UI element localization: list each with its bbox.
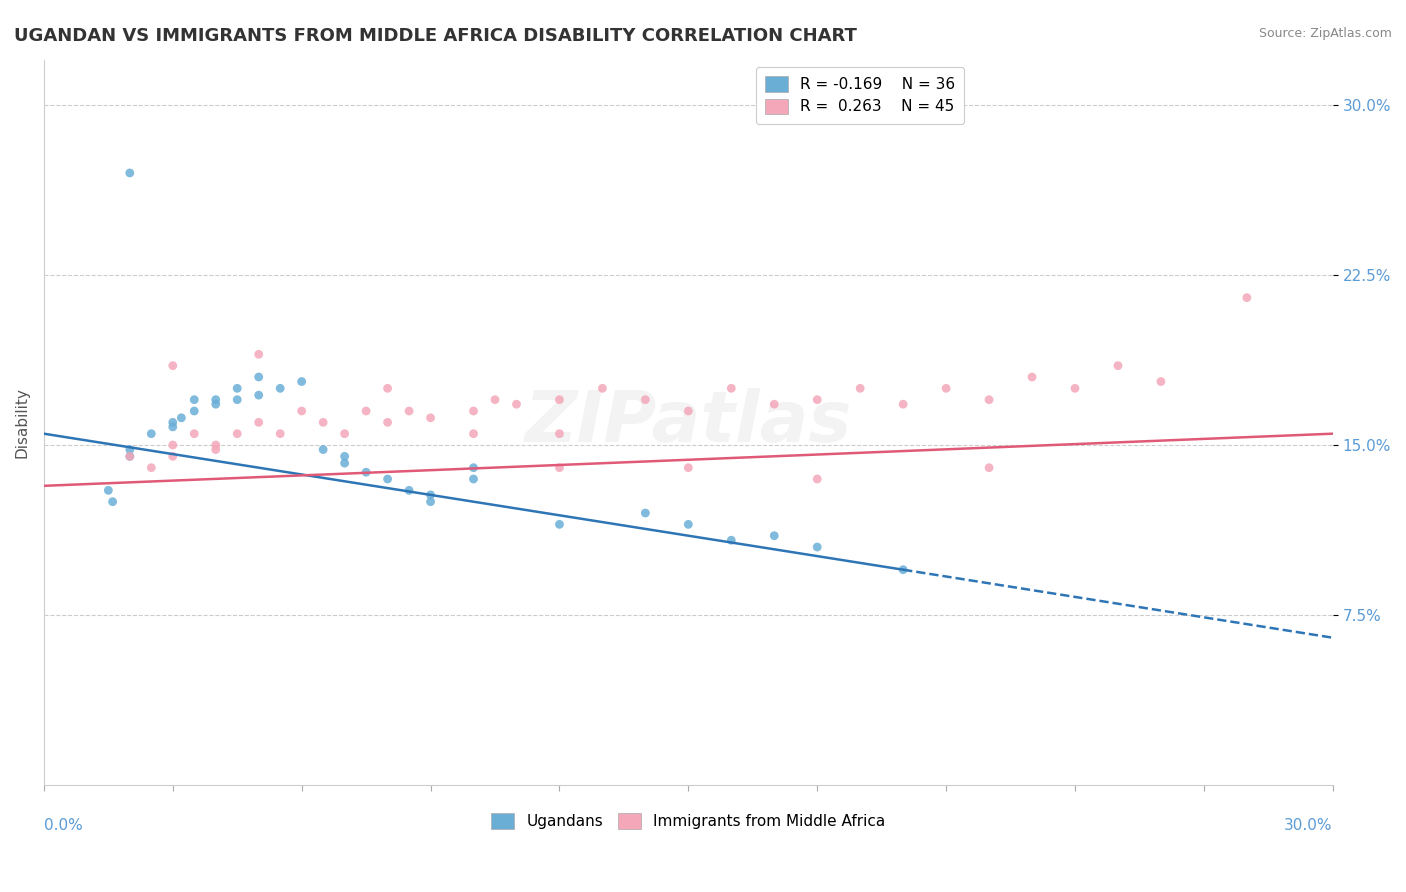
Point <box>162 415 184 429</box>
Point <box>204 438 226 452</box>
Point <box>247 388 270 402</box>
Point <box>763 529 786 543</box>
Point <box>419 494 441 508</box>
Point <box>170 410 193 425</box>
Point <box>226 381 249 395</box>
Point <box>548 392 571 407</box>
Point <box>101 494 124 508</box>
Point <box>247 347 270 361</box>
Point <box>183 404 205 418</box>
Point <box>806 540 828 554</box>
Point <box>354 465 377 479</box>
Point <box>377 381 399 395</box>
Point <box>291 375 314 389</box>
Point <box>1064 381 1087 395</box>
Point <box>849 381 872 395</box>
Point <box>162 420 184 434</box>
Point <box>806 472 828 486</box>
Point <box>678 460 700 475</box>
Point <box>678 404 700 418</box>
Point <box>141 460 163 475</box>
Point <box>247 370 270 384</box>
Point <box>312 415 335 429</box>
Point <box>806 392 828 407</box>
Point <box>118 450 141 464</box>
Point <box>720 533 742 548</box>
Text: Source: ZipAtlas.com: Source: ZipAtlas.com <box>1258 27 1392 40</box>
Point <box>291 404 314 418</box>
Point <box>118 166 141 180</box>
Text: 0.0%: 0.0% <box>44 818 83 833</box>
Point <box>463 472 485 486</box>
Point <box>634 506 657 520</box>
Point <box>269 381 291 395</box>
Point <box>419 410 441 425</box>
Point <box>162 438 184 452</box>
Point <box>312 442 335 457</box>
Point <box>141 426 163 441</box>
Point <box>548 460 571 475</box>
Point <box>333 456 356 470</box>
Point <box>1107 359 1129 373</box>
Point <box>1150 375 1173 389</box>
Text: ZIPatlas: ZIPatlas <box>524 388 852 457</box>
Point <box>720 381 742 395</box>
Point <box>505 397 527 411</box>
Point <box>162 450 184 464</box>
Point <box>484 392 506 407</box>
Point <box>398 483 420 498</box>
Point <box>935 381 957 395</box>
Point <box>977 460 1000 475</box>
Point <box>763 397 786 411</box>
Point <box>977 392 1000 407</box>
Point <box>183 426 205 441</box>
Point <box>463 404 485 418</box>
Point <box>377 472 399 486</box>
Point <box>419 488 441 502</box>
Point <box>377 415 399 429</box>
Point <box>891 563 914 577</box>
Point <box>463 460 485 475</box>
Point <box>204 442 226 457</box>
Point <box>548 426 571 441</box>
Point <box>204 397 226 411</box>
Legend: Ugandans, Immigrants from Middle Africa: Ugandans, Immigrants from Middle Africa <box>485 807 891 836</box>
Y-axis label: Disability: Disability <box>15 387 30 458</box>
Point <box>634 392 657 407</box>
Point <box>162 359 184 373</box>
Point <box>333 426 356 441</box>
Point <box>463 426 485 441</box>
Point <box>333 450 356 464</box>
Point <box>678 517 700 532</box>
Point <box>226 392 249 407</box>
Point <box>204 392 226 407</box>
Point <box>269 426 291 441</box>
Point <box>118 442 141 457</box>
Text: 30.0%: 30.0% <box>1284 818 1333 833</box>
Point <box>891 397 914 411</box>
Point <box>398 404 420 418</box>
Point <box>591 381 613 395</box>
Point <box>247 415 270 429</box>
Point <box>354 404 377 418</box>
Point <box>1236 291 1258 305</box>
Point <box>548 517 571 532</box>
Point <box>226 426 249 441</box>
Text: UGANDAN VS IMMIGRANTS FROM MIDDLE AFRICA DISABILITY CORRELATION CHART: UGANDAN VS IMMIGRANTS FROM MIDDLE AFRICA… <box>14 27 856 45</box>
Point <box>1021 370 1043 384</box>
Point <box>183 392 205 407</box>
Point <box>118 450 141 464</box>
Point <box>97 483 120 498</box>
